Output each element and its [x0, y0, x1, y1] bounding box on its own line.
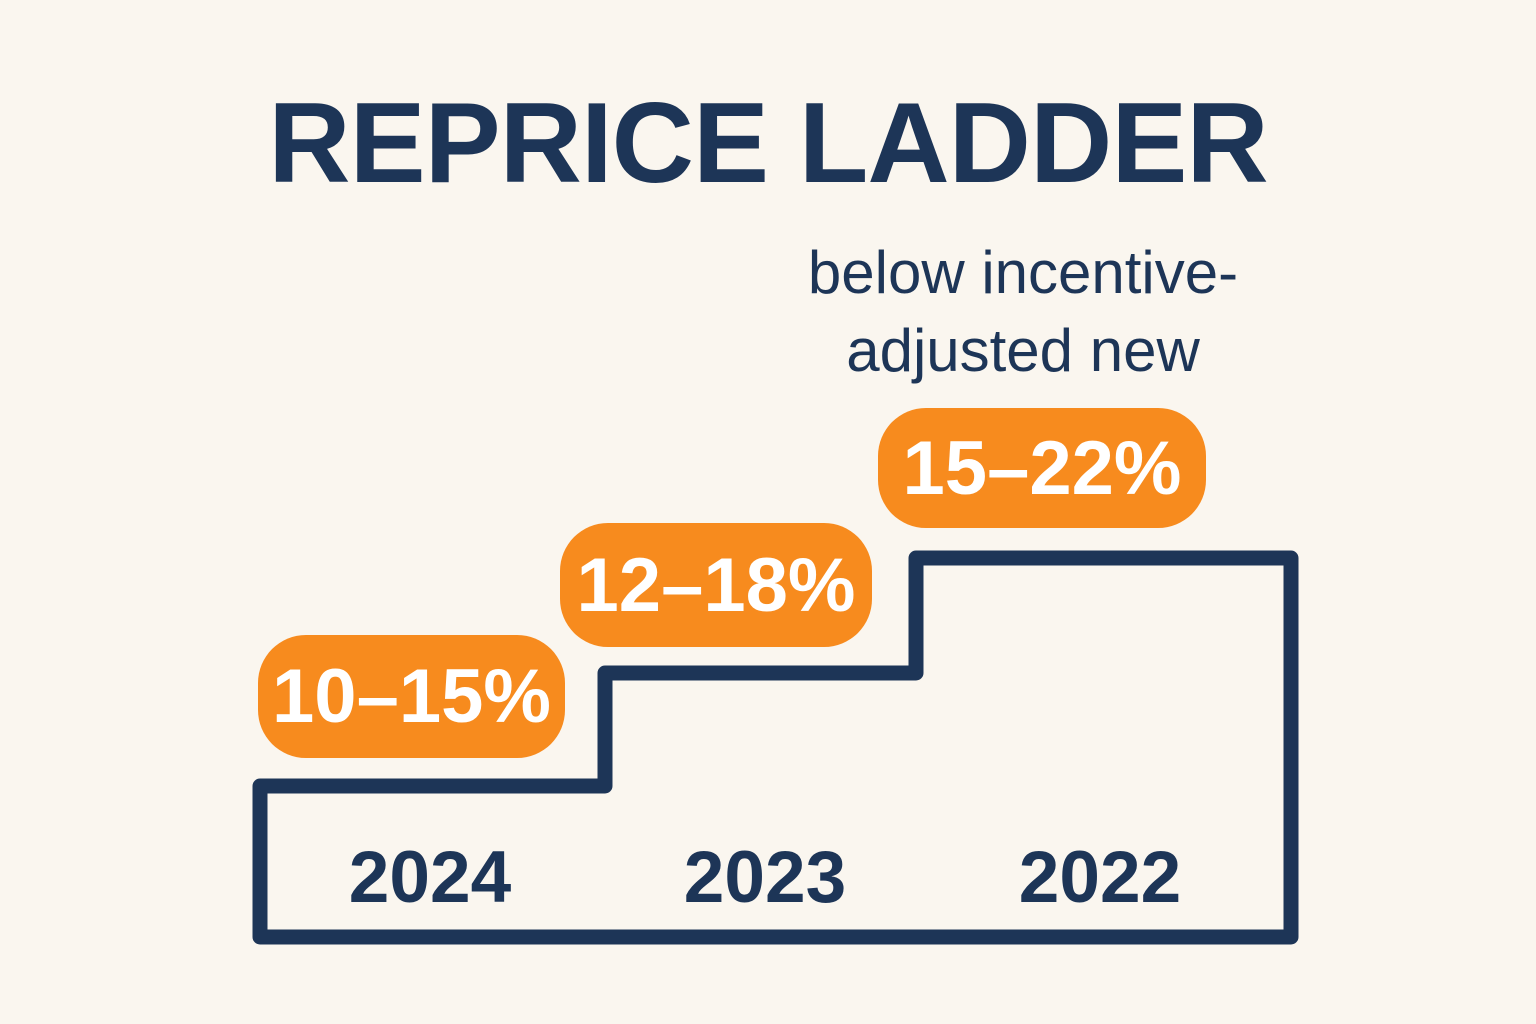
- value-badge-2022: 15–22%: [878, 408, 1206, 528]
- value-badge-2024: 10–15%: [258, 635, 565, 758]
- year-label-2022: 2022: [1018, 837, 1182, 918]
- chart-subtitle-line-1: below incentive-: [807, 239, 1239, 306]
- value-badge-2023: 12–18%: [560, 523, 872, 647]
- chart-subtitle: below incentive- adjusted new: [703, 234, 1343, 390]
- year-label-2024: 2024: [348, 837, 512, 918]
- staircase-path: [252, 550, 1299, 945]
- year-label-2023: 2023: [683, 837, 847, 918]
- chart-title: REPRICE LADDER: [268, 80, 1268, 207]
- chart-subtitle-line-2: adjusted new: [846, 317, 1200, 384]
